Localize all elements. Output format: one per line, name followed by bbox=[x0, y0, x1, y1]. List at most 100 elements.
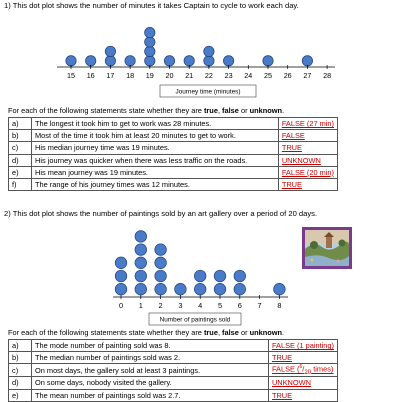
row-answer: TRUE bbox=[277, 141, 339, 155]
q1-dot bbox=[183, 55, 195, 67]
row-statement: The longest it took him to get to work w… bbox=[31, 116, 279, 131]
table-row: a) The mode number of painting sold was 8… bbox=[8, 338, 339, 353]
table-row: c) His median journey time was 19 minutes… bbox=[8, 141, 339, 155]
q1-tick-label: 23 bbox=[225, 71, 233, 80]
q1-tick-label: 19 bbox=[146, 71, 154, 80]
row-statement: On some days, nobody visited the gallery… bbox=[31, 376, 269, 390]
q1-dot bbox=[65, 55, 77, 67]
q1-dot bbox=[203, 45, 215, 57]
q2-dot bbox=[154, 269, 167, 283]
q1-tick-label: 27 bbox=[303, 71, 311, 80]
q2-dot bbox=[134, 243, 147, 256]
table-row: d) On some days, nobody visited the galle… bbox=[8, 376, 339, 390]
table-row: e) The mean number of paintings sold was … bbox=[8, 388, 339, 402]
q1-tick-label: 15 bbox=[67, 71, 75, 80]
q1-xlabel-box bbox=[159, 84, 257, 98]
row-label: b) bbox=[8, 129, 32, 143]
q2-dot bbox=[134, 269, 147, 283]
q1-instruction: For each of the following statements sta… bbox=[8, 106, 285, 115]
row-label: a) bbox=[8, 338, 32, 353]
q1-tick-label: 18 bbox=[126, 71, 134, 80]
q2-tick-label: 2 bbox=[159, 301, 163, 310]
q2-dot bbox=[134, 256, 147, 269]
q1-tick-label: 25 bbox=[264, 71, 272, 80]
table-row: f) The range of his journey times was 12 … bbox=[8, 177, 339, 192]
q1-dot bbox=[104, 55, 116, 67]
q2-dot bbox=[233, 269, 246, 283]
row-statement: His median journey time was 19 minutes. bbox=[31, 141, 279, 155]
q2-xlabel-box bbox=[148, 312, 242, 326]
q1-statements-table: a) The longest it took him to get to work… bbox=[8, 116, 339, 192]
row-label: c) bbox=[8, 363, 32, 378]
row-statement: On most days, the gallery sold at least … bbox=[31, 363, 269, 378]
row-label: e) bbox=[8, 165, 32, 179]
q1-xlabel: Journey time (minutes) bbox=[176, 89, 241, 96]
q1-dot bbox=[144, 27, 156, 39]
row-label: c) bbox=[8, 141, 32, 155]
q2-dot bbox=[194, 283, 207, 296]
q2-xlabel: Number of paintings sold bbox=[160, 317, 231, 324]
q2-instruction: For each of the following statements sta… bbox=[8, 328, 285, 337]
q2-dot bbox=[233, 283, 246, 296]
q2-dot bbox=[114, 269, 128, 283]
table-row: c) On most days, the gallery sold at leas… bbox=[8, 363, 339, 378]
q2-tick-label: 1 bbox=[139, 301, 143, 310]
q1-tick-label: 21 bbox=[185, 71, 193, 80]
q2-dot bbox=[154, 243, 167, 256]
q2-statements-table: a) The mode number of painting sold was 8… bbox=[8, 338, 339, 402]
q1-tick-label: 16 bbox=[87, 71, 95, 80]
q1-dot-plot: 15 16 17 18 19 20 21 22 23 24 25 26 27 28 Journey tim… bbox=[57, 27, 335, 98]
q2-dot bbox=[114, 283, 128, 296]
q2-tick-label: 6 bbox=[238, 301, 242, 310]
q2-dot bbox=[213, 269, 227, 283]
table-row: e) His mean journey was 19 minutes. FALSE … bbox=[8, 165, 339, 179]
q2-dot bbox=[194, 269, 207, 283]
q1-dot bbox=[124, 55, 136, 67]
row-answer: FALSE bbox=[277, 129, 339, 143]
q2-tick-label: 3 bbox=[178, 301, 182, 310]
q1-tick-label: 26 bbox=[284, 71, 292, 80]
q1-dot bbox=[223, 55, 235, 67]
row-statement: Most of the time it took him at least 20… bbox=[31, 129, 279, 143]
q2-tick-label: 7 bbox=[258, 301, 262, 310]
q1-dot bbox=[144, 36, 156, 48]
row-answer: FALSE (1 painting) bbox=[267, 338, 339, 353]
row-answer: UNKNOWN bbox=[267, 376, 339, 390]
table-row: b) The median number of paintings sold wa… bbox=[8, 351, 339, 365]
row-label: b) bbox=[8, 351, 32, 365]
q1-tick-label: 28 bbox=[323, 71, 331, 80]
row-answer: TRUE bbox=[267, 351, 339, 365]
q1-dot bbox=[163, 55, 176, 67]
q1-dot bbox=[301, 55, 313, 67]
table-row: a) The longest it took him to get to work… bbox=[8, 116, 339, 131]
row-statement: His mean journey was 19 minutes. bbox=[31, 165, 279, 179]
q1-dot bbox=[144, 55, 156, 67]
q2-dot bbox=[213, 283, 227, 296]
table-row: d) His journey was quicker when there was… bbox=[8, 153, 339, 167]
q1-tick-label: 20 bbox=[166, 71, 174, 80]
q1-dot bbox=[85, 55, 97, 67]
q2-tick-label: 5 bbox=[218, 301, 222, 310]
q2-dot bbox=[174, 283, 187, 296]
row-answer: TRUE bbox=[277, 177, 339, 192]
q1-title: 1) This dot plot shows the number of min… bbox=[4, 1, 299, 10]
row-label: f) bbox=[8, 177, 32, 192]
row-label: d) bbox=[8, 153, 32, 167]
q2-dot bbox=[114, 256, 128, 269]
row-statement: The mean number of paintings sold was 2.… bbox=[31, 388, 269, 402]
q2-dot bbox=[154, 283, 167, 296]
q2-tick-label: 4 bbox=[198, 301, 202, 310]
q1-tick-label: 24 bbox=[244, 71, 252, 80]
q2-dot bbox=[134, 283, 147, 296]
q2-dot bbox=[273, 283, 286, 296]
q1-tick-label: 17 bbox=[106, 71, 114, 80]
row-statement: The range of his journey times was 12 mi… bbox=[31, 177, 279, 192]
q2-dot bbox=[154, 256, 167, 269]
q2-tick-label: 8 bbox=[277, 301, 281, 310]
row-label: d) bbox=[8, 376, 32, 390]
row-answer: TRUE bbox=[267, 388, 339, 402]
q1-dot bbox=[104, 45, 116, 57]
q2-title: 2) This dot plot shows the number of pai… bbox=[4, 209, 318, 218]
q2-dot-plot: 0 1 2 3 4 5 6 7 8 Number of paintings sold bbox=[113, 230, 288, 326]
